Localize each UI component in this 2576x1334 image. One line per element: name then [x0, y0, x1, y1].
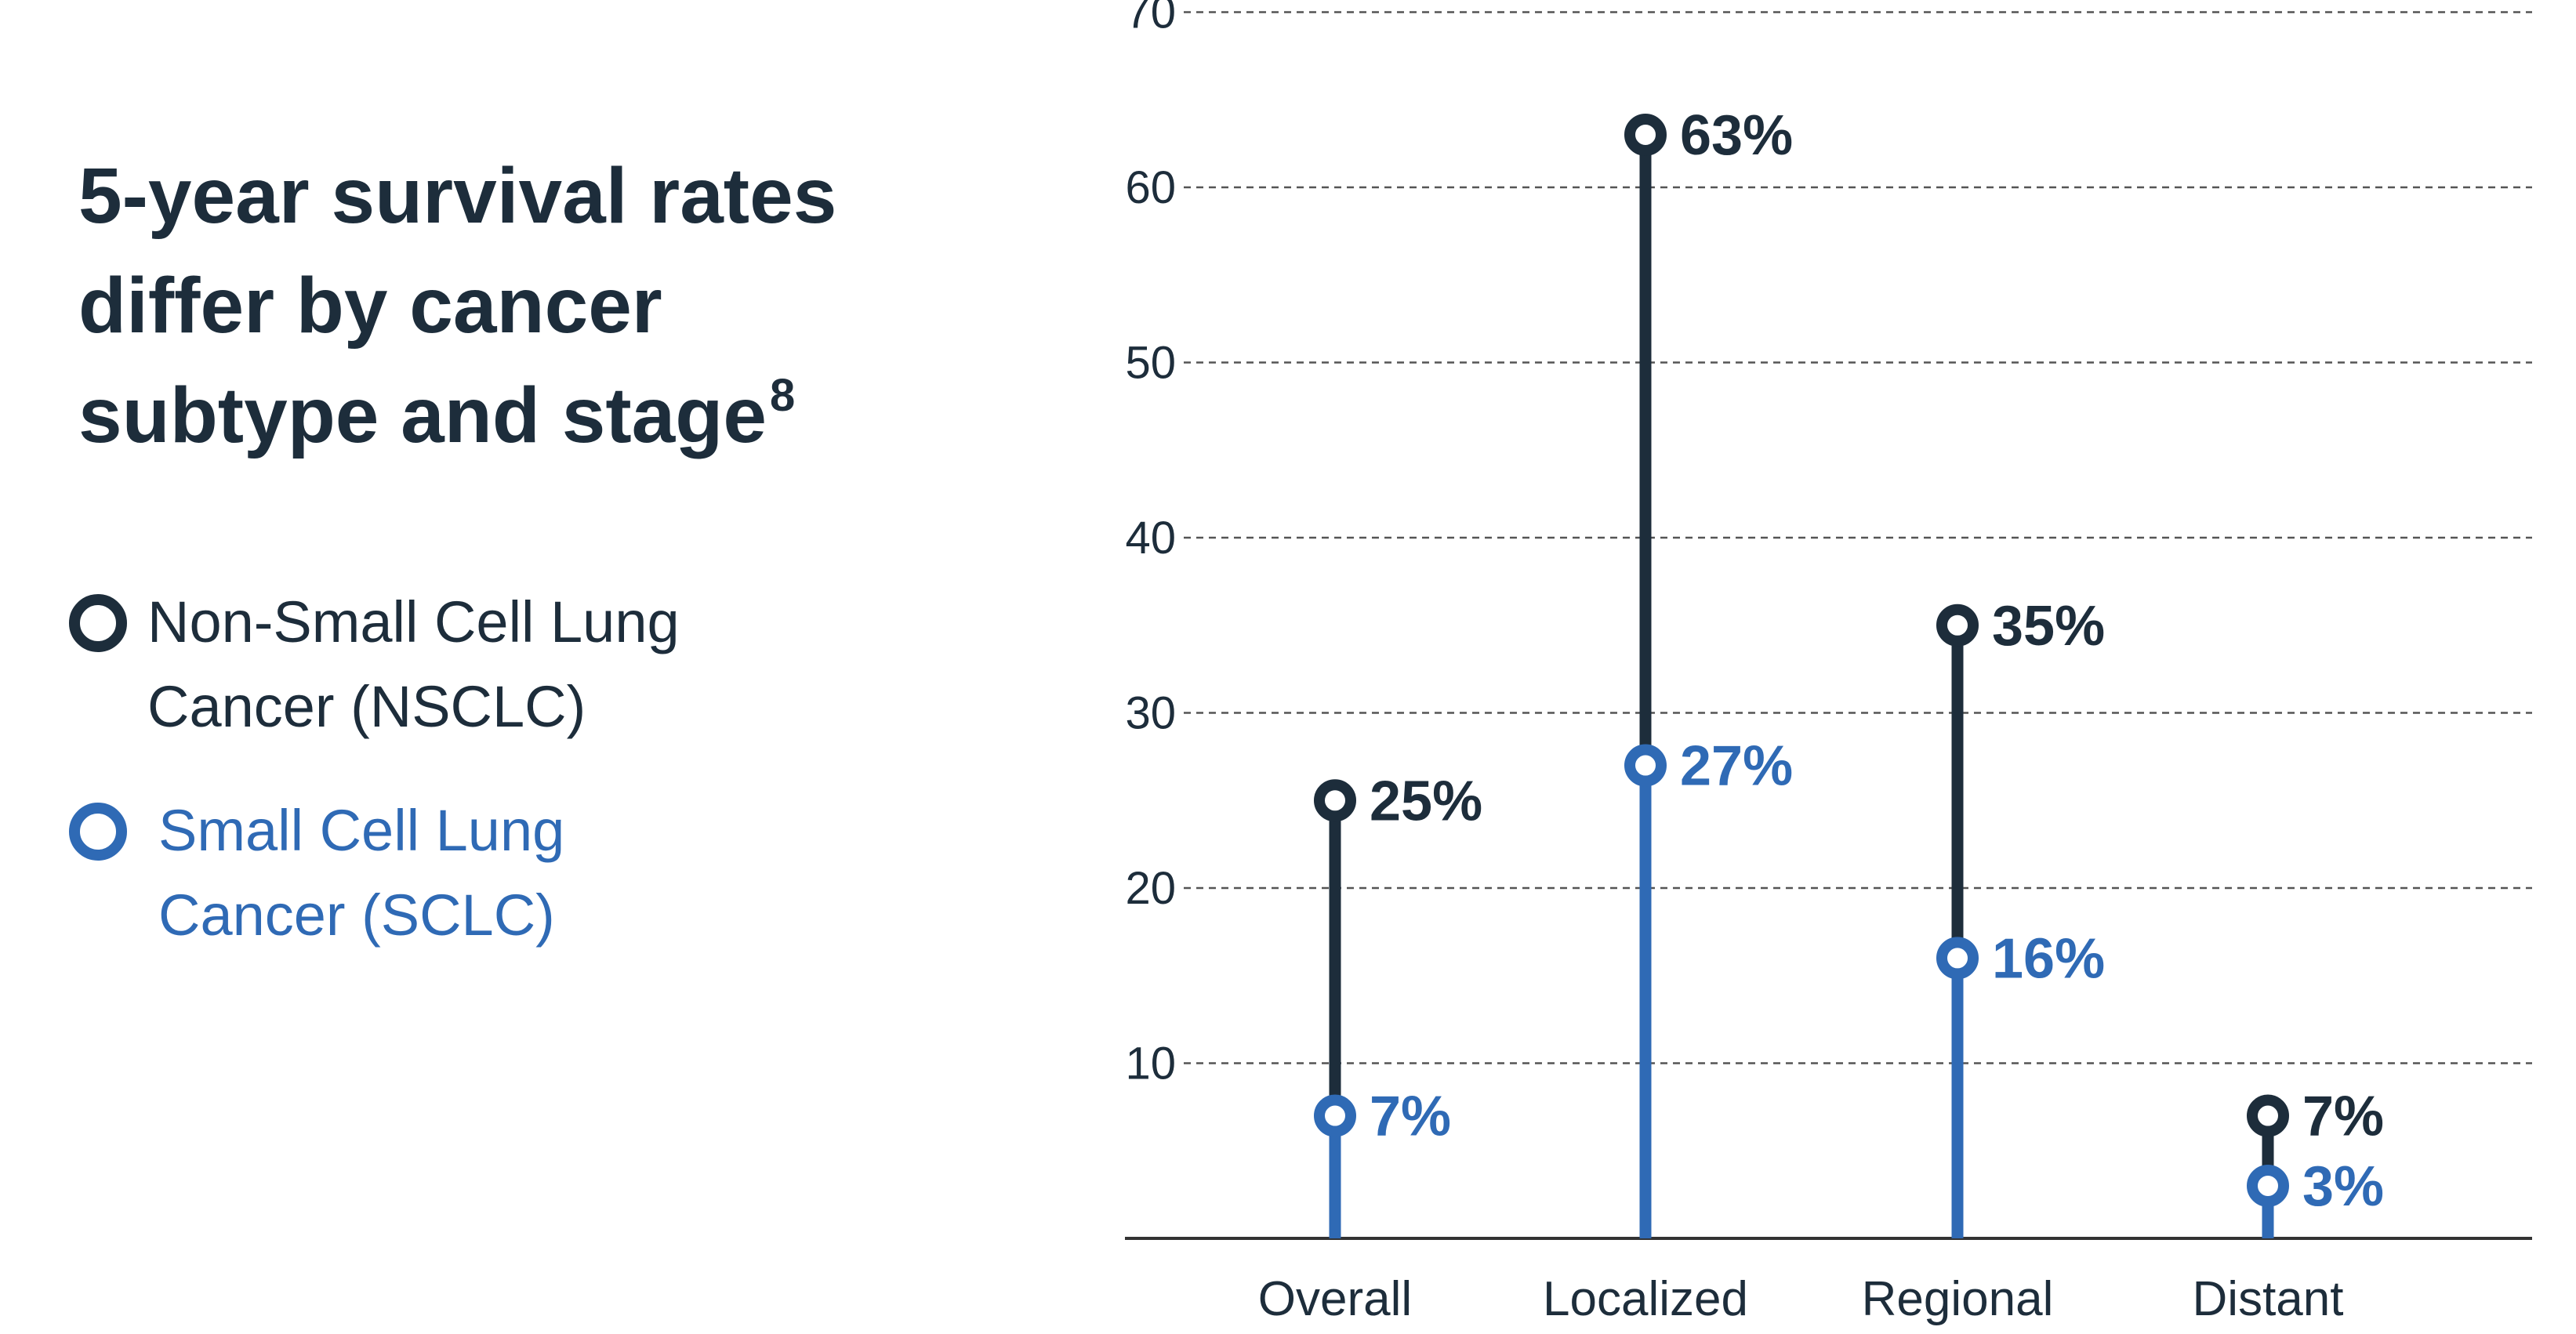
x-tick-label-localized: Localized	[1543, 1272, 1748, 1326]
x-tick-label-overall: Overall	[1258, 1272, 1412, 1326]
legend-sclc-label-line-2: Cancer (SCLC)	[158, 883, 555, 948]
legend-item-sclc: Small Cell Lung Cancer (SCLC)	[66, 788, 850, 958]
nsclc-point-overall	[1314, 779, 1356, 822]
chart-title-line-3: subtype and stage8	[78, 361, 1019, 470]
y-tick-label-40: 40	[1125, 513, 1176, 564]
y-tick-label-20: 20	[1125, 863, 1176, 914]
nsclc-point-distant	[2247, 1094, 2289, 1137]
sclc-point-distant	[2247, 1164, 2289, 1207]
footnote-marker: 8	[769, 370, 796, 421]
chart-title: 5-year survival rates differ by cancer s…	[78, 141, 1019, 470]
sclc-value-label-overall: 7%	[1370, 1086, 1451, 1148]
nsclc-value-label-overall: 25%	[1370, 770, 1482, 832]
x-tick-label-regional: Regional	[1862, 1272, 2054, 1326]
sclc-point-regional	[1936, 937, 1979, 980]
sclc-value-label-distant: 3%	[2302, 1155, 2384, 1218]
nsclc-value-label-regional: 35%	[1992, 595, 2105, 658]
sclc-point-overall	[1314, 1094, 1356, 1137]
legend-nsclc-label-line-1: Non-Small Cell Lung	[147, 589, 680, 654]
chart-title-line-3-text: subtype and stage	[78, 372, 767, 459]
y-tick-label-60: 60	[1125, 162, 1176, 213]
x-tick-label-distant: Distant	[2193, 1272, 2344, 1326]
chart-title-line-2: differ by cancer	[78, 262, 662, 350]
chart-title-line-1: 5-year survival rates	[78, 152, 837, 240]
chart-legend: Non-Small Cell Lung Cancer (NSCLC) Small…	[66, 580, 850, 958]
nsclc-point-regional	[1936, 604, 1979, 647]
nsclc-point-localized	[1624, 113, 1667, 156]
y-tick-label-10: 10	[1125, 1039, 1176, 1089]
legend-item-nsclc: Non-Small Cell Lung Cancer (NSCLC)	[66, 580, 850, 749]
sclc-point-localized	[1624, 744, 1667, 787]
legend-nsclc-label-line-2: Cancer (NSCLC)	[147, 674, 586, 739]
sclc-value-label-localized: 27%	[1680, 735, 1793, 798]
sclc-marker-icon	[69, 803, 127, 861]
y-tick-label-50: 50	[1125, 338, 1176, 389]
legend-sclc-label-line-1: Small Cell Lung	[158, 798, 565, 863]
y-tick-label-30: 30	[1125, 688, 1176, 739]
nsclc-value-label-localized: 63%	[1680, 104, 1793, 167]
nsclc-value-label-distant: 7%	[2302, 1086, 2384, 1148]
y-tick-label-70: 70	[1125, 0, 1176, 38]
sclc-value-label-regional: 16%	[1992, 927, 2105, 990]
